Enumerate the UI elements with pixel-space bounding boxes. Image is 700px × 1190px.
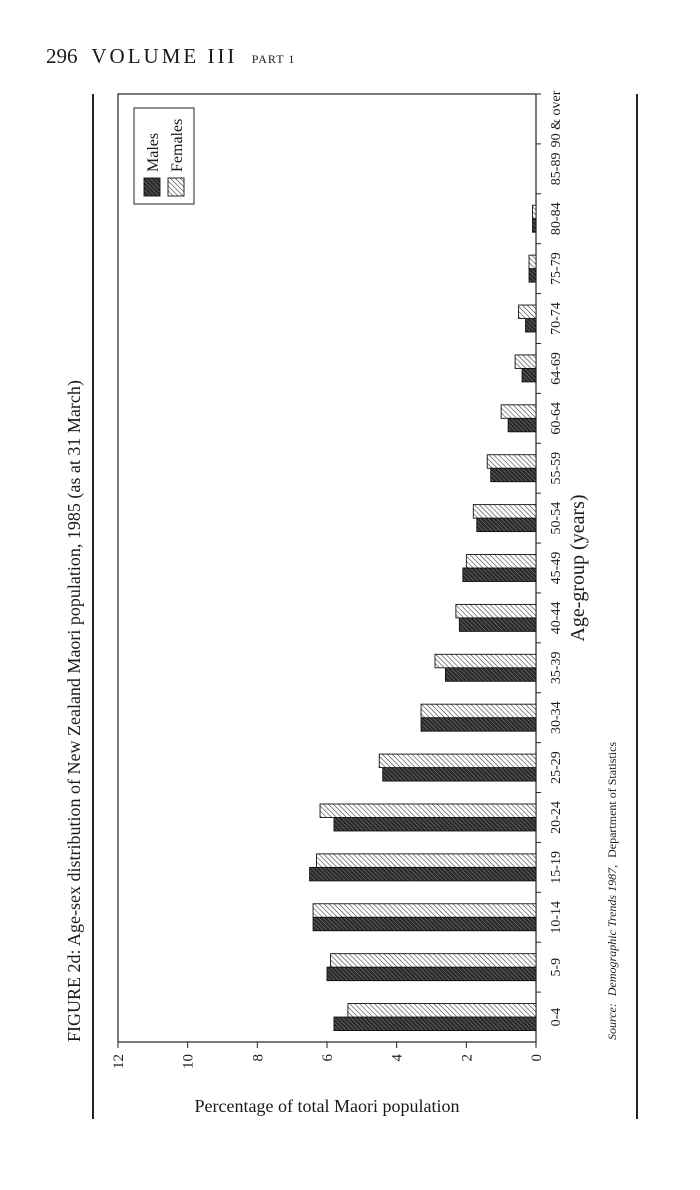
source-org: Department of Statistics <box>605 742 619 858</box>
bar-females-75-79 <box>528 254 537 270</box>
bar-males-30-34 <box>420 717 537 732</box>
bar-males-75-79 <box>528 268 537 283</box>
x-tick-label: 25-29 <box>549 751 564 784</box>
x-tick-label: 0-4 <box>549 1008 564 1027</box>
bar-males-45-49 <box>462 567 537 582</box>
bar-males-60-64 <box>507 417 537 433</box>
bar-males-0-4 <box>333 1016 537 1032</box>
bar-females-0-4 <box>347 1003 537 1018</box>
page-header: 296 VOLUME III PART 1 <box>46 44 295 69</box>
legend-swatch-males <box>143 177 161 197</box>
svg-text:Source: Demographic Tr: Source: Demographic Trends 1987, Departm… <box>605 742 619 1040</box>
y-tick-label: 12 <box>111 1054 127 1069</box>
x-tick-label: 10-14 <box>549 901 564 934</box>
x-tick-label: 30-34 <box>549 701 564 734</box>
bar-males-20-24 <box>333 817 537 832</box>
bar-females-35-39 <box>434 653 537 669</box>
page-number: 296 <box>46 44 78 68</box>
x-tick-label: 20-24 <box>549 801 564 834</box>
bar-males-25-29 <box>382 767 537 782</box>
bar-females-20-24 <box>319 803 537 818</box>
legend-label-females: Females <box>169 119 186 172</box>
y-tick-label: 8 <box>250 1054 266 1062</box>
legend-swatch-females <box>167 177 185 197</box>
bar-males-40-44 <box>458 617 537 632</box>
x-tick-label: 40-44 <box>549 602 564 635</box>
bar-males-50-54 <box>476 517 537 533</box>
bar-females-40-44 <box>455 603 537 619</box>
bar-females-64-69 <box>514 354 537 369</box>
bar-females-50-54 <box>472 504 537 519</box>
bar-females-80-84 <box>532 204 537 220</box>
bar-females-70-74 <box>518 304 537 319</box>
x-tick-label: 55-59 <box>549 452 564 485</box>
chart-title: FIGURE 2d: Age-sex distribution of New Z… <box>64 380 85 1042</box>
legend: Males Females <box>133 107 195 205</box>
bar-males-55-59 <box>490 467 537 483</box>
bar-females-55-59 <box>486 454 537 469</box>
y-tick-label: 6 <box>320 1054 336 1062</box>
y-tick-label: 10 <box>181 1054 197 1069</box>
bar-males-10-14 <box>312 916 537 932</box>
bar-males-35-39 <box>444 667 537 682</box>
bar-females-5-9 <box>330 953 537 968</box>
bar-males-80-84 <box>532 218 537 233</box>
x-tick-label: 5-9 <box>549 958 564 977</box>
x-axis-label: Age-group (years) <box>567 494 589 641</box>
x-tick-label: 50-54 <box>549 502 564 535</box>
bar-females-60-64 <box>500 404 537 419</box>
x-tick-label: 60-64 <box>549 402 564 435</box>
x-tick-label: 64-69 <box>549 352 564 385</box>
x-tick-label: 35-39 <box>549 651 564 684</box>
x-tick-label: 15-19 <box>549 851 564 884</box>
bar-females-15-19 <box>316 853 537 868</box>
bar-males-5-9 <box>326 966 537 982</box>
bar-females-25-29 <box>378 753 537 769</box>
x-tick-label: 80-84 <box>549 202 564 235</box>
x-tick-label: 75-79 <box>549 252 564 285</box>
right-rule <box>636 94 638 1119</box>
bar-males-64-69 <box>521 367 537 383</box>
y-tick-label: 2 <box>459 1054 475 1062</box>
part-label: PART 1 <box>251 52 296 66</box>
bar-males-70-74 <box>525 318 537 333</box>
legend-label-males: Males <box>145 133 162 172</box>
bar-females-45-49 <box>465 554 537 569</box>
x-tick-label: 70-74 <box>549 302 564 335</box>
x-tick-label: 85-89 <box>549 153 564 186</box>
y-axis-label: Percentage of total Maori population <box>195 1096 460 1116</box>
x-tick-label: 90 & over <box>549 90 564 147</box>
source-line: Source: Demographic Trends 1987, Departm… <box>605 742 619 1040</box>
x-tick-label: 45-49 <box>549 552 564 585</box>
left-rule <box>92 94 94 1119</box>
source-title: Demographic Trends 1987, <box>605 865 619 997</box>
y-tick-label: 4 <box>390 1054 406 1062</box>
bar-females-10-14 <box>312 903 537 918</box>
y-tick-label: 0 <box>529 1054 545 1062</box>
bar-females-30-34 <box>420 703 537 719</box>
source-label: Source: <box>605 1003 619 1040</box>
volume-label: VOLUME III <box>91 44 238 68</box>
bar-males-15-19 <box>309 866 537 882</box>
